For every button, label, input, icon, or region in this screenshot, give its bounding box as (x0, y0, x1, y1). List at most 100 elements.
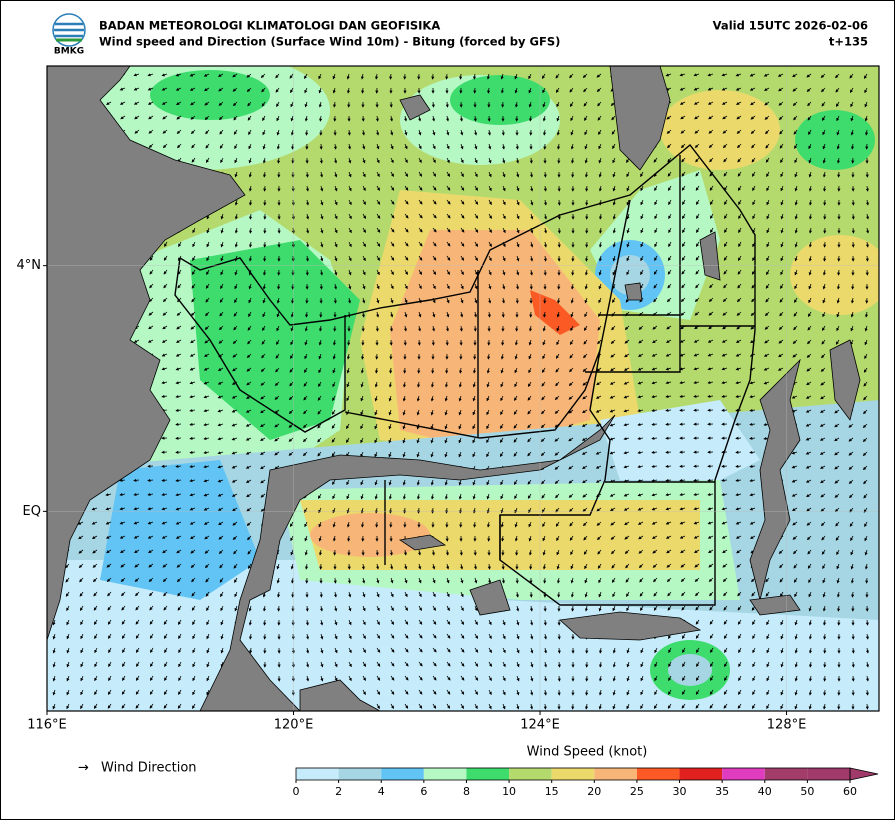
wind-arrow (529, 171, 534, 178)
y-tick-label: 4°N (17, 258, 42, 273)
wind-arrow (529, 283, 533, 290)
wind-arrow (735, 73, 742, 77)
wind-arrow (667, 171, 672, 177)
colorbar-segment (509, 768, 552, 780)
wind-arrow (822, 129, 826, 136)
wind-arrow (191, 143, 196, 149)
wind-arrow (640, 213, 644, 220)
wind-arrow (432, 171, 437, 177)
wind-arrow (543, 185, 547, 192)
wind-arrow (418, 129, 422, 136)
wind-arrow (778, 87, 784, 92)
map (47, 66, 879, 711)
wind-arrow (220, 213, 224, 220)
wind-arrow (473, 73, 477, 80)
wind-arrow (488, 213, 492, 219)
wind-arrow (276, 143, 280, 150)
wind-arrow (529, 563, 533, 570)
wind-arrow (598, 185, 602, 192)
wind-arrow (695, 157, 700, 163)
wind-arrow (735, 422, 742, 426)
wind-arrow (515, 297, 519, 304)
wind-arrow (404, 199, 409, 205)
wind-arrow (709, 185, 714, 191)
wind-arrow (541, 73, 546, 79)
colorbar-segment (466, 768, 510, 780)
wind-arrow (376, 213, 381, 219)
colorbar-tick-label: 15 (545, 785, 559, 798)
wind-arrow (794, 185, 798, 192)
wind-arrow (778, 101, 784, 106)
wind-arrow (305, 185, 310, 192)
wind-arrow (176, 101, 182, 106)
wind-arrow (836, 143, 840, 150)
colorbar-tick-label: 35 (715, 785, 729, 798)
wind-arrow (721, 87, 728, 91)
wind-arrow (290, 101, 294, 108)
wind-arrow (850, 101, 854, 108)
wind-arrow (376, 171, 380, 178)
wind-arrow (751, 171, 756, 177)
wind-arrow (640, 171, 644, 178)
lead-time: t+135 (829, 35, 868, 49)
wind-arrow (794, 171, 798, 178)
wind-arrow (234, 199, 238, 206)
wind-arrow (721, 464, 728, 468)
wind-arrow (404, 143, 408, 150)
wind-arrow (403, 115, 408, 122)
wind-arrow (432, 227, 437, 233)
wind-arrow (598, 129, 602, 135)
wind-arrow (530, 185, 534, 192)
wind-arrow (346, 73, 350, 80)
wind-arrow (189, 87, 196, 91)
wind-arrow (584, 157, 588, 164)
wind-arrow (654, 185, 658, 192)
wind-arrow (362, 185, 366, 192)
wind-arrow (764, 115, 770, 120)
wind-arrow (764, 101, 770, 106)
wind-arrow (777, 73, 784, 77)
wind-arrow (390, 143, 394, 150)
wind-arrow (721, 101, 728, 105)
wind-arrow (571, 157, 575, 164)
colorbar-tick-label: 4 (378, 785, 385, 798)
wind-arrow (161, 73, 168, 77)
wind-arrow (694, 115, 700, 120)
wind-arrow (333, 577, 337, 584)
wind-arrow (333, 549, 337, 556)
wind-arrow (724, 199, 728, 205)
wind-arrow (276, 101, 280, 108)
wind-arrow (569, 101, 574, 107)
wind-arrow (736, 129, 742, 134)
wind-arrow (836, 115, 840, 122)
wind-arrow (851, 143, 855, 150)
wind-arrow (667, 143, 672, 149)
wind-arrow (304, 115, 308, 122)
wind-arrow (319, 591, 323, 598)
valid-time: Valid 15UTC 2026-02-06 (713, 19, 868, 33)
wind-arrow (653, 157, 658, 163)
wind-arrow (234, 213, 238, 220)
wind-arrow (808, 171, 812, 178)
wind-arrow (446, 171, 451, 177)
wind-arrow (418, 213, 423, 219)
wind-arrow (446, 185, 451, 191)
wind-arrow (418, 185, 423, 191)
wind-arrow (668, 213, 672, 220)
wind-arrow (376, 157, 380, 164)
wind-arrow (348, 157, 352, 164)
wind-arrow (529, 157, 533, 164)
wind-arrow (403, 367, 407, 374)
wind-arrow (502, 213, 506, 220)
wind-arrow (528, 73, 532, 80)
wind-arrow (260, 73, 266, 79)
wind-arrow (752, 199, 756, 206)
wind-arrow (850, 115, 854, 122)
wind-arrow (612, 213, 616, 220)
wind-arrow (389, 73, 393, 80)
wind-arrow (233, 115, 238, 121)
wind-arrow (598, 143, 602, 150)
wind-arrow (232, 101, 238, 107)
wind-arrow (445, 367, 449, 374)
wind-arrow (431, 115, 436, 122)
